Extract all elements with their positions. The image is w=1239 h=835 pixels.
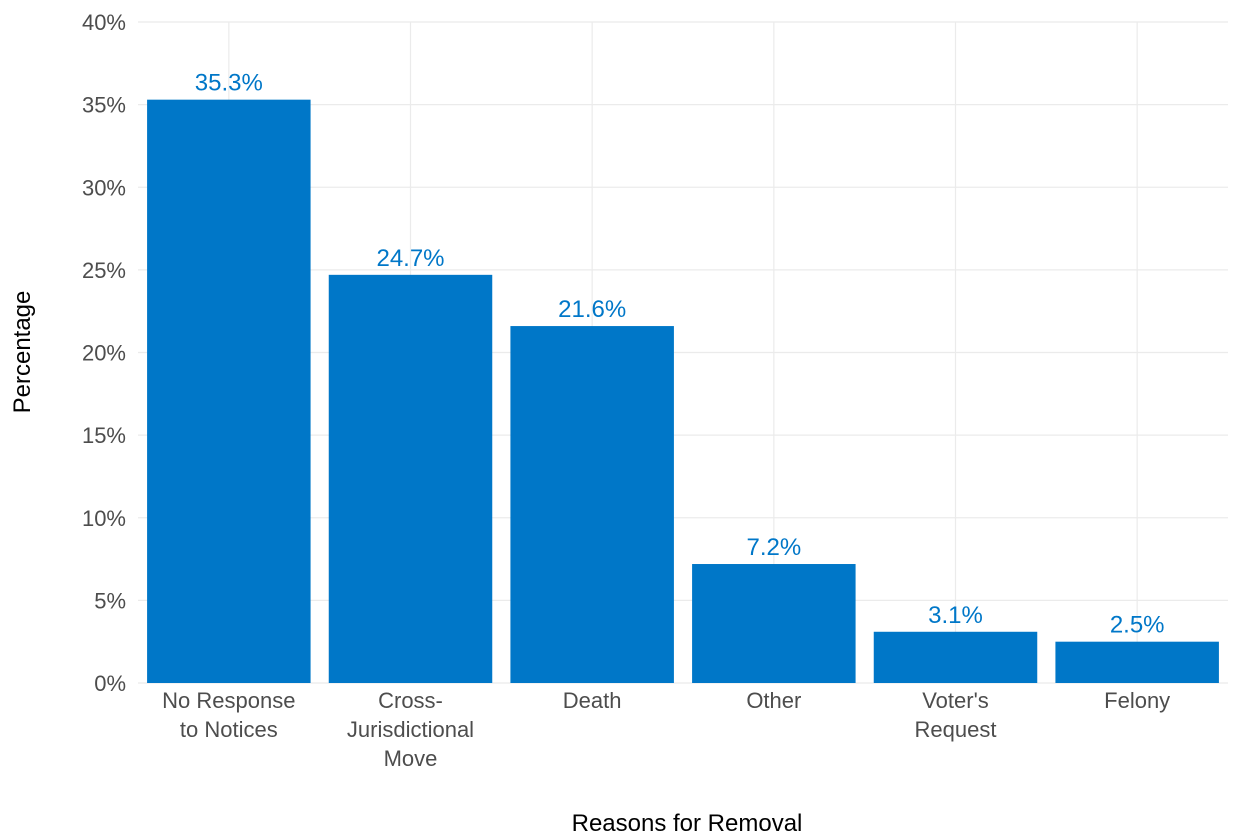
- bar-value-label: 24.7%: [376, 245, 444, 272]
- y-tick-label: 5%: [94, 588, 126, 613]
- bar: [328, 274, 493, 683]
- bar-value-label: 3.1%: [928, 602, 983, 629]
- bar: [147, 99, 311, 684]
- x-tick-label: No Response to Notices: [162, 688, 295, 742]
- y-axis-ticks: 0% 5% 10% 15% 20% 25% 30% 35% 40%: [82, 10, 126, 696]
- bar-value-label: 21.6%: [558, 296, 626, 323]
- y-tick-label: 15%: [82, 423, 126, 448]
- y-tick-label: 30%: [82, 175, 126, 200]
- value-labels: 35.3% 24.7% 21.6% 7.2% 3.1% 2.5%: [195, 70, 1165, 639]
- y-tick-label: 10%: [82, 506, 126, 531]
- y-tick-label: 25%: [82, 258, 126, 283]
- y-tick-label: 35%: [82, 93, 126, 118]
- y-tick-label: 0%: [94, 671, 126, 696]
- x-tick-label: Felony: [1104, 688, 1170, 713]
- bar: [873, 631, 1038, 683]
- bar-value-label: 2.5%: [1110, 612, 1165, 639]
- x-tick-label: Other: [746, 688, 801, 713]
- bar-value-label: 35.3%: [195, 70, 263, 97]
- bar: [1055, 641, 1219, 683]
- y-axis-title: Percentage: [9, 291, 36, 414]
- x-axis-ticks: No Response to Notices Cross-Jurisdictiona…: [162, 688, 1170, 771]
- y-tick-label: 20%: [82, 341, 126, 366]
- bar: [692, 564, 856, 683]
- x-axis-title: Reasons for Removal: [572, 810, 803, 835]
- x-tick-label: Voter's Request: [915, 688, 997, 742]
- x-tick-label: Cross-Jurisdictional Move: [347, 688, 474, 771]
- bar: [510, 326, 674, 683]
- y-tick-label: 40%: [82, 10, 126, 35]
- bars: [147, 99, 1219, 684]
- bar-value-label: 7.2%: [746, 534, 801, 561]
- x-tick-label: Death: [563, 688, 622, 713]
